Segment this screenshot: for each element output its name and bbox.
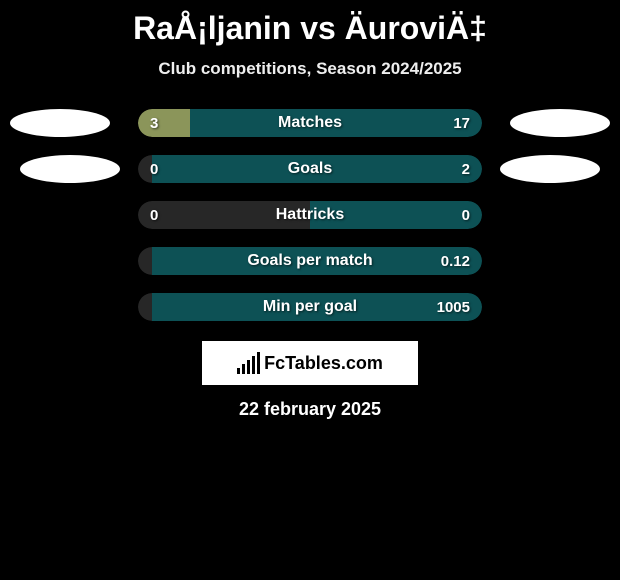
stat-bar: 0.12Goals per match xyxy=(138,247,482,275)
bar-label: Min per goal xyxy=(138,293,482,321)
page-subtitle: Club competitions, Season 2024/2025 xyxy=(0,59,620,79)
stat-bar: 00Hattricks xyxy=(138,201,482,229)
logo-bars-icon xyxy=(237,352,260,374)
content-area: 317Matches 02Goals 00Hattricks 0.12Goals pe… xyxy=(0,109,620,321)
left-ellipse-top xyxy=(10,109,110,137)
stat-bar: 02Goals xyxy=(138,155,482,183)
left-ellipse-bottom xyxy=(20,155,120,183)
stat-bar: 1005Min per goal xyxy=(138,293,482,321)
right-ellipse-bottom xyxy=(500,155,600,183)
bar-label: Hattricks xyxy=(138,201,482,229)
fctables-logo: FcTables.com xyxy=(202,341,418,385)
stat-bar: 317Matches xyxy=(138,109,482,137)
right-ellipse-top xyxy=(510,109,610,137)
bar-label: Goals per match xyxy=(138,247,482,275)
logo-text: FcTables.com xyxy=(264,353,383,374)
bar-label: Matches xyxy=(138,109,482,137)
page-title: RaÅ¡ljanin vs ÄuroviÄ‡ xyxy=(0,0,620,47)
date-label: 22 february 2025 xyxy=(0,399,620,420)
comparison-bars: 317Matches 02Goals 00Hattricks 0.12Goals pe… xyxy=(138,109,482,321)
bar-label: Goals xyxy=(138,155,482,183)
